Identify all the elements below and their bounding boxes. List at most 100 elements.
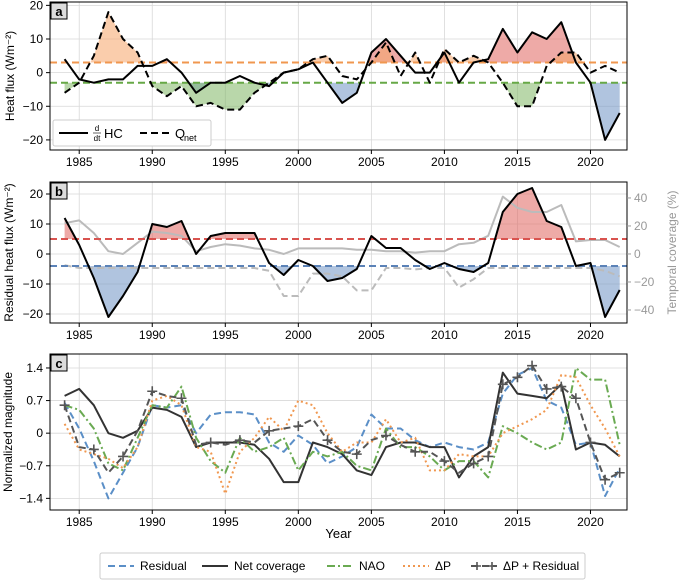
legend-q-label: Q	[175, 126, 185, 141]
plus-marker	[600, 474, 611, 485]
plot-frame	[49, 181, 628, 324]
x-tick-label: 1985	[66, 155, 93, 169]
y2-tick-label: −20	[634, 275, 655, 289]
x-tick-label: 2020	[577, 155, 604, 169]
y-tick-label: 1.4	[26, 361, 43, 375]
legend-q-subscript: net	[184, 133, 197, 143]
residual-line	[63, 367, 621, 500]
panel-c: 1985 1990 1995 2000 2005 2010 2015 2020 −1.4 −0.7…	[1, 353, 628, 541]
y2-tick-label: 40	[634, 191, 648, 205]
fill-above	[64, 12, 620, 63]
delta-p-plus-residual-line	[63, 364, 621, 481]
plus-marker	[176, 393, 187, 404]
y2-tick-label: −40	[634, 303, 655, 317]
plus-marker	[527, 360, 538, 371]
gridlines	[50, 182, 627, 323]
y-tick-label: 20	[30, 0, 44, 12]
qnet-line	[64, 11, 621, 111]
y-tick-label: −10	[23, 277, 44, 291]
plus-marker	[468, 458, 479, 469]
plus-marker	[512, 372, 523, 383]
dhc-dt-line	[63, 21, 621, 141]
x-tick-label: 1995	[212, 155, 239, 169]
y-tick-label: 20	[30, 187, 44, 201]
delta-p-line	[63, 374, 621, 495]
y-tick-label: 0.7	[26, 394, 43, 408]
x-tick-label: 1985	[66, 328, 93, 342]
y2-tick-label: 0	[634, 247, 641, 261]
x-tick-label: 2015	[504, 328, 531, 342]
x-tick-label: 2005	[358, 155, 385, 169]
y-tick-label: −0.7	[19, 459, 43, 473]
x-tick-label: 2020	[577, 515, 604, 529]
panel-label: c	[55, 356, 62, 371]
x-tick-label: 1990	[139, 155, 166, 169]
x-tick-label: 1995	[212, 515, 239, 529]
plus-marker	[264, 425, 275, 436]
legend-hc-fraction-bottom: dt	[94, 134, 101, 143]
fills	[64, 12, 620, 140]
coverage-upper-line	[64, 195, 621, 255]
plus-marker	[380, 430, 391, 441]
plus-marker	[585, 437, 596, 448]
plus-marker	[88, 444, 99, 455]
y-tick-label: 0	[36, 426, 43, 440]
panel-a: 1985 1990 1995 2000 2005 2010 2015 2020 −20 −10 0 1…	[3, 0, 628, 169]
x-tick-label: 2020	[577, 328, 604, 342]
x-tick-label: 2005	[358, 515, 385, 529]
plus-marker	[205, 437, 216, 448]
coverage-lower-line	[64, 264, 621, 297]
y-tick-label: 0	[36, 247, 43, 261]
plus-marker	[118, 451, 129, 462]
plus-marker	[59, 400, 70, 411]
plus-marker	[147, 386, 158, 397]
y-tick-label: 0	[36, 66, 43, 80]
legend-box	[52, 119, 212, 147]
legend-hc-label: HC	[104, 126, 123, 141]
x-axis-label: Year	[325, 526, 352, 541]
legend-box	[99, 552, 586, 580]
x-tick-label: 2000	[285, 515, 312, 529]
fill-above	[64, 22, 620, 63]
plus-marker	[556, 381, 567, 392]
plus-marker	[410, 446, 421, 457]
legend-label: NAO	[359, 559, 385, 573]
net-coverage-line	[64, 371, 621, 484]
plot-frame	[49, 1, 628, 151]
y-axis-label: Heat flux (Wm⁻²)	[3, 31, 17, 121]
plus-marker	[322, 435, 333, 446]
legend-label: Residual	[140, 559, 187, 573]
fill-above	[64, 188, 620, 239]
x-tick-label: 2015	[504, 155, 531, 169]
legend-hc-fraction-top: d	[95, 124, 99, 133]
fill-below	[64, 82, 620, 140]
plus-marker	[293, 421, 304, 432]
y-tick-label: −20	[23, 307, 44, 321]
x-tick-label: 1990	[139, 515, 166, 529]
y-axis-label: Normalized magnitude	[1, 372, 15, 492]
residual-heat-flux-line	[63, 187, 621, 318]
panel-label-box	[50, 354, 68, 372]
x-tick-label: 2000	[285, 328, 312, 342]
nao-line	[64, 367, 621, 479]
plot-frame	[49, 353, 628, 511]
plus-marker	[351, 449, 362, 460]
legend-label: ΔP + Residual	[503, 559, 579, 573]
y-tick-label: −10	[23, 99, 44, 113]
x-tick-label: 2010	[431, 328, 458, 342]
plus-marker	[614, 467, 625, 478]
panel-label: a	[55, 4, 63, 19]
y-axis-label: Residual heat flux (Wm⁻²)	[2, 183, 16, 321]
x-tick-label: 1990	[139, 328, 166, 342]
legend-plus-marker	[473, 562, 496, 570]
y2-axis-label: Temporal coverage (%)	[665, 190, 679, 314]
plus-marker	[541, 383, 552, 394]
fills	[64, 188, 620, 317]
x-tick-label: 2010	[431, 155, 458, 169]
y-tick-label: 10	[30, 32, 44, 46]
plus-marker	[483, 451, 494, 462]
fill-below	[64, 82, 620, 110]
legend-label: ΔP	[435, 559, 451, 573]
